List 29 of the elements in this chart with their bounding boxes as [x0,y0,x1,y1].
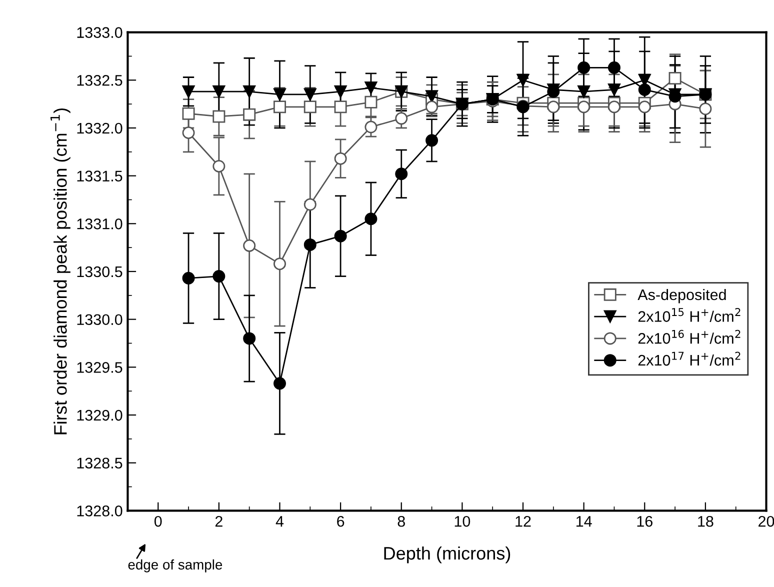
x-tick-label: 8 [398,516,405,527]
x-tick-label: 16 [637,516,652,527]
x-tick-label: 4 [276,516,284,527]
y-tick-label: 1330.0 [77,314,122,326]
x-tick-label: 10 [454,516,470,527]
y-tick-label: 1332.0 [77,122,122,134]
legend-label: 2x10$^{17}$ H$^{+}$/cm$^{2}$ [638,352,740,366]
y-tick-label: 1330.5 [77,266,122,278]
x-tick-label: 0 [154,516,162,527]
x-tick-label: 6 [337,516,344,527]
y-tick-label: 1329.5 [77,362,122,373]
y-tick-label: 1329.0 [77,410,122,421]
y-tick-label: 1333.0 [77,27,122,38]
x-tick-label: 14 [576,516,592,527]
y-axis-title: First order diamond peak position (cm$^{−1}$) [50,108,70,434]
x-tick-label: 12 [516,516,531,527]
legend-label: 2x10$^{15}$ H$^{+}$/cm$^{2}$ [638,308,740,322]
legend-label: 2x10$^{16}$ H$^{+}$/cm$^{2}$ [638,330,740,344]
x-axis-title: Depth (microns) [384,546,510,564]
x-tick-label: 18 [698,516,714,527]
text: edge of sample [128,559,222,572]
y-tick-label: 1331.0 [77,218,122,230]
y-tick-label: 1332.5 [77,74,122,86]
y-tick-label: 1328.5 [77,458,122,469]
y-tick-label: 1328.0 [77,506,122,516]
y-tick-label: 1331.5 [77,170,122,182]
legend-label: As-deposited [638,288,726,304]
x-tick-label: 2 [215,516,222,527]
x-tick-label: 20 [758,516,774,527]
